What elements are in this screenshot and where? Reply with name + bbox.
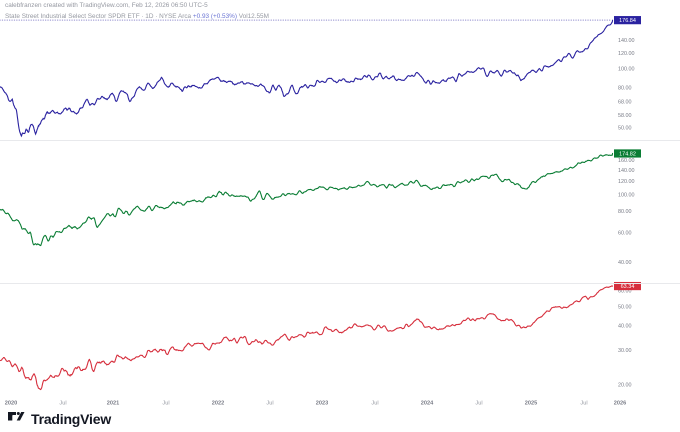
svg-text:2020: 2020 — [5, 401, 17, 407]
svg-text:68.00: 68.00 — [618, 99, 632, 105]
svg-text:174.82: 174.82 — [619, 151, 636, 157]
svg-text:160.00: 160.00 — [618, 158, 635, 164]
svg-text:100.00: 100.00 — [618, 193, 635, 199]
svg-text:2022: 2022 — [212, 401, 224, 407]
svg-text:120.00: 120.00 — [618, 51, 635, 57]
svg-text:Jul: Jul — [162, 401, 169, 407]
svg-text:30.00: 30.00 — [618, 348, 632, 354]
svg-text:80.00: 80.00 — [618, 86, 632, 92]
svg-text:Jul: Jul — [475, 401, 482, 407]
svg-text:2021: 2021 — [107, 401, 119, 407]
svg-text:58.00: 58.00 — [618, 113, 632, 119]
svg-text:40.00: 40.00 — [618, 323, 632, 329]
svg-text:2023: 2023 — [316, 401, 328, 407]
svg-text:140.00: 140.00 — [618, 168, 635, 174]
svg-text:120.00: 120.00 — [618, 179, 635, 185]
svg-text:2026: 2026 — [614, 401, 626, 407]
svg-text:50.00: 50.00 — [618, 126, 632, 132]
svg-text:20.00: 20.00 — [618, 383, 632, 389]
svg-text:Jul: Jul — [59, 401, 66, 407]
svg-text:50.00: 50.00 — [618, 304, 632, 310]
svg-text:2025: 2025 — [525, 401, 537, 407]
svg-text:60.00: 60.00 — [618, 230, 632, 236]
svg-text:Jul: Jul — [580, 401, 587, 407]
svg-text:2024: 2024 — [421, 401, 434, 407]
svg-text:140.00: 140.00 — [618, 38, 635, 44]
svg-text:100.00: 100.00 — [618, 67, 635, 73]
svg-text:80.00: 80.00 — [618, 209, 632, 215]
svg-text:Jul: Jul — [371, 401, 378, 407]
svg-text:40.00: 40.00 — [618, 260, 632, 266]
svg-text:Jul: Jul — [266, 401, 273, 407]
svg-text:63.34: 63.34 — [621, 284, 635, 290]
svg-text:176.84: 176.84 — [619, 18, 636, 24]
